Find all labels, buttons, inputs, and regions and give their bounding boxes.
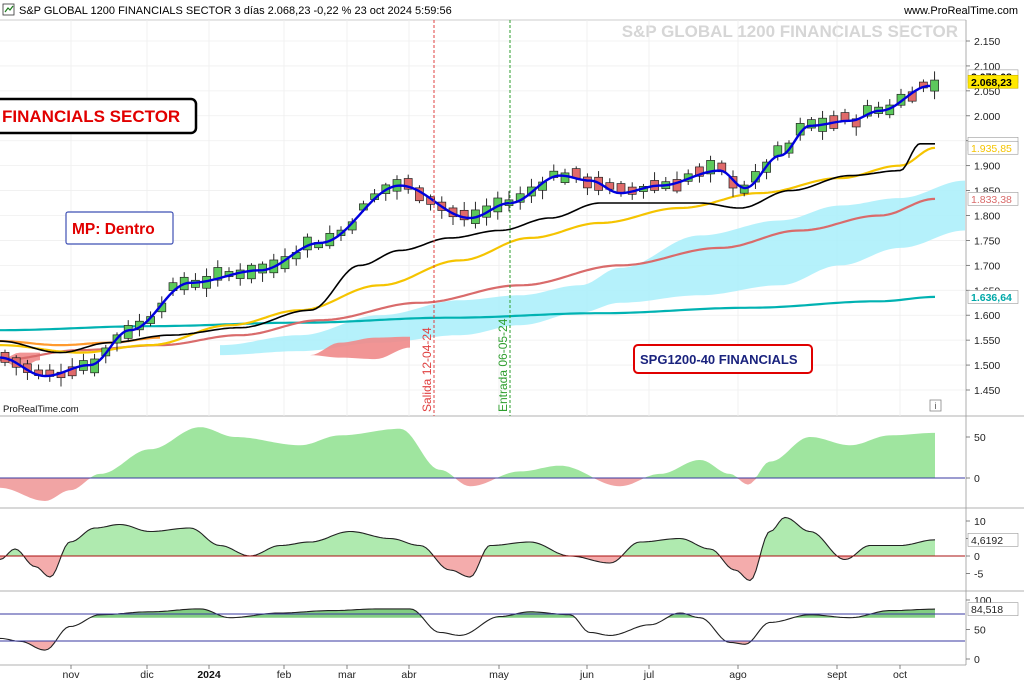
- candle-up: [213, 267, 223, 281]
- x-tick-label: mar: [338, 669, 357, 681]
- panel2-tick: 0: [974, 551, 980, 563]
- y-tick-label: 1.500: [974, 360, 1000, 372]
- y-tick-label: 2.150: [974, 36, 1000, 48]
- panel2-y-axis: 1050-54,6192: [966, 516, 1019, 581]
- annotation-mp-box: MP: Dentro: [65, 211, 174, 245]
- x-tick-label: may: [489, 669, 510, 681]
- candle-up: [560, 172, 570, 183]
- candle-up: [930, 79, 939, 92]
- candle-down: [403, 178, 413, 190]
- chart-header: S&P GLOBAL 1200 FINANCIALS SECTOR 3 días…: [2, 3, 1018, 17]
- ma-teal-line: [0, 295, 936, 332]
- signal-lines: Salida 12-04-24 Entrada 06-05-24: [420, 20, 511, 416]
- panel2-negative-area: [0, 556, 935, 581]
- x-tick-label: feb: [277, 669, 292, 681]
- panel2-positive-area: [0, 517, 935, 556]
- panel2-tick: -5: [974, 569, 983, 581]
- y-tick-label: 1.600: [974, 310, 1000, 322]
- x-tick-label: jul: [643, 669, 655, 681]
- panel3-tick: 0: [974, 654, 980, 666]
- price-tag: 1.833,38: [971, 194, 1012, 206]
- instrument-icon: [2, 3, 15, 16]
- panel3-last-value: 84,518: [971, 604, 1003, 616]
- price-tag: 1.935,85: [971, 143, 1012, 155]
- watermark-title: S&P GLOBAL 1200 FINANCIALS SECTOR: [622, 22, 958, 41]
- y-tick-label: 1.550: [974, 335, 1000, 347]
- candle-up: [258, 263, 267, 274]
- candle-down: [840, 112, 850, 121]
- spg-box-text: SPG1200-40 FINANCIALS: [640, 352, 798, 367]
- x-tick-label: 2024: [197, 669, 221, 681]
- svg-text:i: i: [935, 401, 937, 411]
- ma-blue-line: [0, 84, 931, 378]
- x-tick-label: abr: [401, 669, 417, 681]
- chart-title: S&P GLOBAL 1200 FINANCIALS SECTOR 3 días…: [19, 5, 452, 17]
- y-tick-label: 1.800: [974, 211, 1000, 223]
- candle-up: [706, 160, 715, 175]
- y-tick-label: 1.700: [974, 260, 1000, 272]
- panel1-positive-area: [0, 427, 935, 478]
- candle-down: [583, 176, 592, 189]
- panel1-y-axis: 50 0: [966, 432, 986, 485]
- y-tick-label: 2.050: [974, 86, 1000, 98]
- panel2-last-value: 4,6192: [971, 535, 1003, 547]
- y-tick-label: 1.900: [974, 161, 1000, 173]
- candle-down: [672, 179, 682, 192]
- candle-up: [807, 119, 816, 129]
- panel1-tick: 0: [974, 473, 980, 485]
- x-tick-label: ago: [729, 669, 747, 681]
- ma-black-line: [0, 143, 935, 354]
- ichimoku-cloud: [220, 180, 965, 356]
- x-tick-label: jun: [579, 669, 594, 681]
- x-tick-label: dic: [140, 669, 153, 681]
- info-icon[interactable]: i: [929, 399, 942, 412]
- x-axis: nov dic 2024 feb mar abr may jun jul ago sept oct: [63, 665, 907, 681]
- x-tick-label: oct: [893, 669, 907, 681]
- annotation-financials-box: FINANCIALS SECTOR: [0, 97, 198, 135]
- price-tag: 1.636,64: [971, 292, 1012, 304]
- y-tick-label: 2.000: [974, 111, 1000, 123]
- panel2-tick: 10: [974, 516, 986, 528]
- y-axis-main: 2.1502.1002.0502.0001.9501.9001.8501.800…: [966, 36, 1000, 397]
- panel3-lower-area: [0, 641, 935, 651]
- panel-frames: [0, 19, 1024, 666]
- panel1-tick: 50: [974, 432, 986, 444]
- website-label: www.ProRealTime.com: [903, 5, 1018, 17]
- financials-box-text: FINANCIALS SECTOR: [2, 107, 180, 126]
- y-tick-label: 1.450: [974, 385, 1000, 397]
- cloud-red-area: [0, 336, 410, 368]
- panel3-upper-area: [0, 608, 935, 618]
- entrada-label: Entrada 06-05-24: [496, 318, 510, 412]
- annotation-spg-box: SPG1200-40 FINANCIALS: [633, 344, 813, 374]
- panel3-line: [0, 608, 936, 651]
- candle-up: [863, 105, 872, 117]
- credit-label: ProRealTime.com: [3, 404, 79, 415]
- price-tags: 2.079,082.068,231.943,751.935,851.833,38…: [967, 69, 1019, 304]
- y-tick-label: 1.750: [974, 235, 1000, 247]
- mp-box-text: MP: Dentro: [72, 221, 155, 238]
- candle-down: [695, 166, 704, 177]
- salida-label: Salida 12-04-24: [420, 327, 434, 412]
- panel2-line: [0, 516, 936, 582]
- panel1-negative-area: [0, 478, 935, 501]
- ma-yellow-line: [0, 146, 936, 354]
- x-tick-label: sept: [827, 669, 847, 681]
- ma-orange-line: [0, 336, 161, 347]
- price-tag: 2.068,23: [971, 77, 1012, 89]
- x-tick-label: nov: [63, 669, 81, 681]
- panel3-tick: 50: [974, 625, 986, 637]
- candle-down: [459, 209, 469, 221]
